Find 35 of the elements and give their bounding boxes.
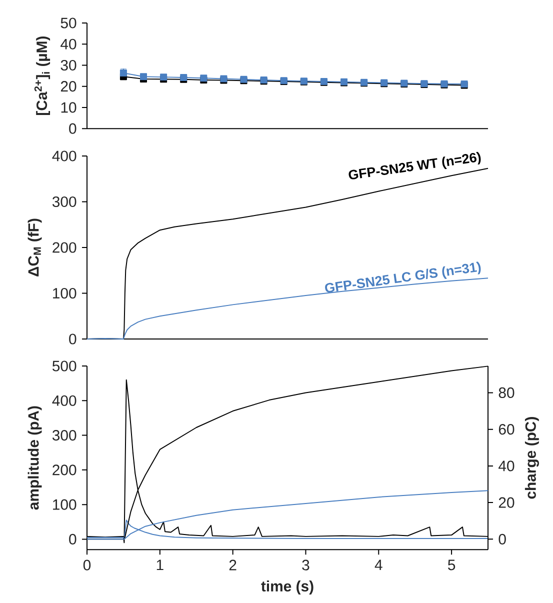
x-tick-label: 2	[229, 560, 236, 570]
y2-tick-label: 80	[498, 387, 514, 398]
y-axis-title: [Ca$^{2+}$]$_{i}$ (µM)	[34, 36, 50, 115]
y-tick-label: 0	[69, 123, 76, 134]
y-axis-title: amplitude (pA)	[28, 406, 42, 510]
y-tick-label: 500	[52, 360, 76, 372]
y-axis-title: ΔC$_{M}$ (fF)	[28, 218, 42, 276]
y-tick-label: 400	[52, 395, 76, 406]
y2-tick-label: 20	[498, 497, 514, 508]
y2-tick-label: 60	[498, 424, 514, 435]
y-tick-label: 200	[52, 242, 76, 253]
y-tick-label: 100	[53, 499, 76, 510]
y-tick-label: 0	[69, 534, 76, 544]
y2-tick-label: 40	[498, 460, 514, 472]
y2-tick-label: 0	[498, 534, 506, 544]
y-tick-label: 0	[69, 334, 76, 344]
x-tick-label: 0	[83, 560, 91, 570]
y-tick-label: 10	[61, 102, 76, 113]
text: GFP-SN25 LC G/S (n=31)	[325, 262, 481, 292]
y-tick-label: 20	[60, 81, 76, 92]
x-tick-label: 5	[448, 560, 456, 570]
y2-axis-title: charge (pC)	[524, 417, 539, 499]
y-tick-label: 200	[52, 464, 76, 476]
y-tick-label: 300	[52, 430, 76, 441]
x-tick-label: 3	[302, 560, 310, 570]
y-tick-label: 40	[60, 38, 76, 50]
y-tick-label: 50	[60, 18, 76, 28]
y-tick-label: 300	[52, 196, 76, 208]
y-tick-label: 100	[53, 288, 76, 299]
x-tick-label: 4	[374, 560, 382, 570]
y-tick-label: 30	[60, 60, 76, 71]
text: GFP-SN25 WT (n=26)	[348, 152, 481, 180]
y-tick-label: 400	[52, 150, 76, 162]
x-tick-label: 1	[156, 560, 164, 570]
x-axis-title: time (s)	[261, 580, 314, 594]
